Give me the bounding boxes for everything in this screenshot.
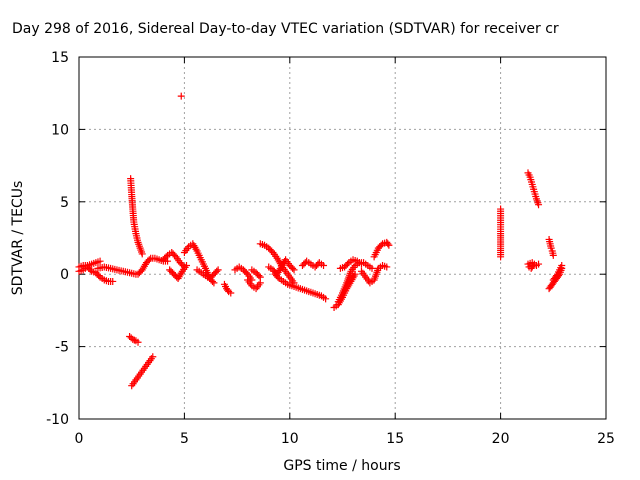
y-tick-labels: -10 -5 0 5 10 15 bbox=[46, 50, 69, 428]
data-point bbox=[95, 272, 103, 280]
data-point bbox=[214, 266, 222, 274]
data-point bbox=[320, 262, 328, 270]
data-point bbox=[558, 262, 566, 270]
data-point bbox=[385, 241, 393, 249]
x-tick-labels: 0 5 10 15 20 25 bbox=[75, 431, 615, 447]
data-point bbox=[552, 272, 560, 280]
data-point bbox=[138, 250, 146, 258]
y-tick-label: -10 bbox=[46, 412, 69, 428]
data-point bbox=[377, 241, 385, 249]
data-point bbox=[162, 253, 170, 261]
y-tick-label: 10 bbox=[51, 122, 69, 138]
x-tick-label: 25 bbox=[597, 431, 615, 447]
data-point bbox=[210, 279, 218, 287]
chart-title: Day 298 of 2016, Sidereal Day-to-day VTE… bbox=[12, 21, 559, 37]
y-tick-label: -5 bbox=[55, 340, 69, 356]
plot-frame bbox=[78, 56, 607, 420]
data-point bbox=[368, 264, 376, 272]
data-point bbox=[109, 277, 117, 285]
data-point bbox=[290, 266, 298, 274]
data-point bbox=[145, 256, 153, 264]
data-point bbox=[384, 240, 392, 248]
data-point bbox=[289, 264, 297, 272]
y-tick-label: 5 bbox=[60, 195, 69, 211]
axis-tick-marks bbox=[78, 56, 607, 420]
data-point bbox=[129, 335, 137, 343]
data-point bbox=[149, 353, 157, 361]
y-tick-label: 0 bbox=[60, 267, 69, 283]
x-tick-label: 0 bbox=[75, 431, 84, 447]
data-point bbox=[256, 273, 264, 281]
data-point bbox=[183, 262, 191, 270]
x-tick-label: 5 bbox=[180, 431, 189, 447]
data-point bbox=[549, 251, 557, 259]
data-point bbox=[274, 273, 282, 281]
data-point bbox=[134, 338, 142, 346]
data-points bbox=[75, 92, 566, 390]
data-point bbox=[86, 266, 94, 274]
x-tick-label: 15 bbox=[386, 431, 404, 447]
data-point bbox=[351, 270, 359, 278]
data-point bbox=[177, 92, 185, 100]
data-point bbox=[535, 260, 543, 268]
data-point bbox=[383, 263, 391, 271]
data-point bbox=[528, 263, 536, 271]
y-tick-label: 15 bbox=[51, 50, 69, 66]
y-axis-label: SDTVAR / TECUs bbox=[10, 181, 26, 296]
data-point bbox=[213, 267, 221, 275]
x-axis-label: GPS time / hours bbox=[283, 458, 400, 474]
data-point bbox=[535, 201, 543, 209]
x-tick-label: 10 bbox=[281, 431, 299, 447]
data-point bbox=[96, 257, 104, 265]
data-point bbox=[322, 295, 330, 303]
data-point bbox=[497, 253, 505, 261]
data-point bbox=[255, 272, 263, 280]
data-point bbox=[227, 289, 235, 297]
grid-lines bbox=[79, 57, 606, 419]
data-point bbox=[357, 260, 365, 268]
data-point bbox=[529, 262, 537, 270]
x-tick-label: 20 bbox=[492, 431, 510, 447]
data-point bbox=[130, 336, 138, 344]
data-point bbox=[343, 260, 351, 268]
